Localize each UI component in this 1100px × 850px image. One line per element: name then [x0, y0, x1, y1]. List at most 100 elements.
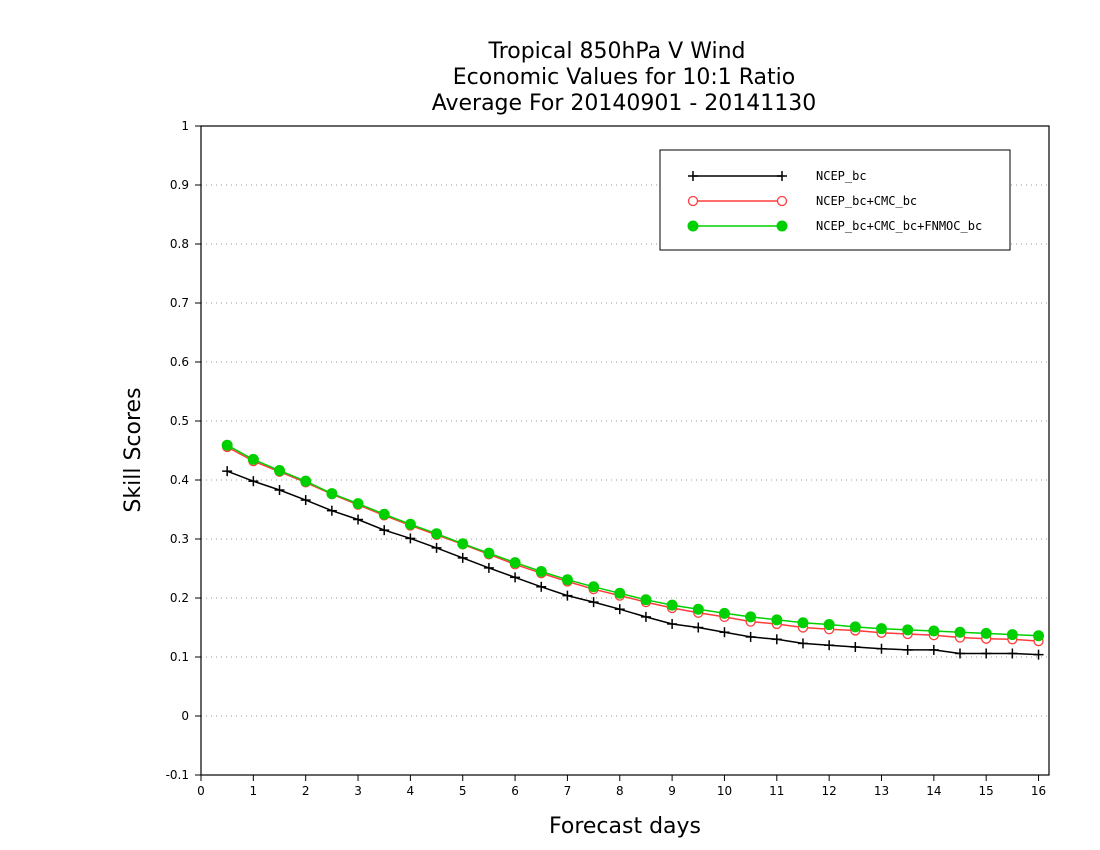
legend-entry: NCEP_bc+CMC_bc+FNMOC_bc [687, 219, 982, 233]
filled-circle-marker [326, 488, 338, 500]
filled-circle-marker [457, 538, 469, 550]
plus-marker [588, 597, 599, 608]
plus-marker [274, 485, 285, 496]
filled-circle-marker [588, 581, 600, 593]
plus-marker [771, 634, 782, 645]
y-tick-label: 0.7 [170, 296, 189, 310]
title-line-3: Average For 20140901 - 20141130 [432, 91, 817, 116]
plus-marker [850, 641, 861, 652]
filled-circle-marker [954, 626, 966, 638]
y-tick-label: 0.4 [170, 473, 189, 487]
x-tick-label: 5 [459, 784, 467, 798]
filled-circle-marker [687, 220, 699, 232]
plus-marker [640, 611, 651, 622]
plus-marker [777, 171, 787, 181]
series-layer [221, 439, 1045, 660]
filled-circle-marker [640, 594, 652, 606]
x-tick-label: 16 [1031, 784, 1046, 798]
x-tick-label: 3 [354, 784, 362, 798]
filled-circle-marker [483, 547, 495, 559]
legend-entry: NCEP_bc [688, 169, 867, 183]
x-axis: 0 1 2 3 4 5 6 7 8 9 10 11 12 13 14 15 16 [197, 775, 1046, 798]
y-tick-label: -0.1 [166, 768, 189, 782]
open-circle-marker [776, 195, 788, 207]
y-tick-label: 0.2 [170, 591, 189, 605]
x-tick-label: 13 [874, 784, 889, 798]
filled-circle-marker [666, 599, 678, 611]
plus-marker [379, 525, 390, 536]
series-line [226, 470, 1039, 656]
y-tick-label: 0.1 [170, 650, 189, 664]
filled-circle-marker [928, 625, 940, 637]
x-axis-label: Forecast days [549, 814, 701, 839]
series-line [226, 446, 1039, 642]
filled-circle-marker [221, 439, 233, 451]
y-tick-label: 0.3 [170, 532, 189, 546]
filled-circle-marker [771, 614, 783, 626]
plus-marker [693, 622, 704, 633]
plus-marker [483, 562, 494, 573]
x-tick-label: 12 [822, 784, 837, 798]
plus-marker [688, 171, 698, 181]
plus-marker [719, 627, 730, 638]
x-tick-label: 11 [769, 784, 784, 798]
plus-marker [981, 648, 992, 659]
x-tick-label: 0 [197, 784, 205, 798]
plus-marker [797, 638, 808, 649]
filled-circle-marker [849, 621, 861, 633]
x-tick-label: 7 [564, 784, 572, 798]
plus-marker [1033, 649, 1044, 660]
filled-circle-marker [823, 619, 835, 631]
filled-circle-marker [404, 518, 416, 530]
filled-circle-marker [797, 617, 809, 629]
filled-circle-marker [902, 624, 914, 636]
plus-marker [326, 505, 337, 516]
plus-marker [457, 552, 468, 563]
filled-circle-marker [980, 627, 992, 639]
x-tick-label: 2 [302, 784, 310, 798]
chart-title: Tropical 850hPa V Wind Economic Values f… [432, 39, 817, 116]
y-tick-label: 0.5 [170, 414, 189, 428]
filled-circle-marker [561, 574, 573, 586]
plot-frame [200, 125, 1050, 776]
plus-marker [614, 604, 625, 615]
plus-marker [876, 643, 887, 654]
title-line-2: Economic Values for 10:1 Ratio [453, 65, 795, 90]
legend-label: NCEP_bc+CMC_bc+FNMOC_bc [816, 219, 982, 233]
plus-marker [1007, 648, 1018, 659]
filled-circle-marker [692, 603, 704, 615]
legend-box [659, 149, 1011, 251]
filled-circle-marker [509, 557, 521, 569]
plus-marker [667, 618, 678, 629]
filled-circle-marker [718, 607, 730, 619]
series-line [226, 444, 1039, 637]
filled-circle-marker [378, 508, 390, 520]
plus-marker [431, 542, 442, 553]
filled-circle-marker [745, 611, 757, 623]
filled-circle-marker [352, 498, 364, 510]
y-tick-label: 0.6 [170, 355, 189, 369]
legend-label: NCEP_bc+CMC_bc [816, 194, 917, 208]
filled-circle-marker [776, 220, 788, 232]
y-axis: -0.1 0 0.1 0.2 0.3 0.4 0.5 0.6 0.7 0.8 0.9 1 [166, 119, 201, 782]
legend-entry: NCEP_bc+CMC_bc [687, 194, 917, 208]
filled-circle-marker [1033, 630, 1045, 642]
y-tick-label: 1 [181, 119, 189, 133]
y-tick-label: 0 [181, 709, 189, 723]
grid-lines [201, 184, 1049, 717]
y-axis-label: Skill Scores [121, 387, 146, 512]
plus-marker [955, 648, 966, 659]
x-tick-label: 6 [511, 784, 519, 798]
x-tick-label: 1 [250, 784, 258, 798]
filled-circle-marker [535, 565, 547, 577]
title-line-1: Tropical 850hPa V Wind [487, 39, 745, 64]
plus-marker [222, 466, 233, 477]
plus-marker [536, 581, 547, 592]
filled-circle-marker [1006, 629, 1018, 641]
x-tick-label: 8 [616, 784, 624, 798]
filled-circle-marker [875, 623, 887, 635]
filled-circle-marker [431, 528, 443, 540]
plus-marker [300, 495, 311, 506]
plus-marker [928, 644, 939, 655]
